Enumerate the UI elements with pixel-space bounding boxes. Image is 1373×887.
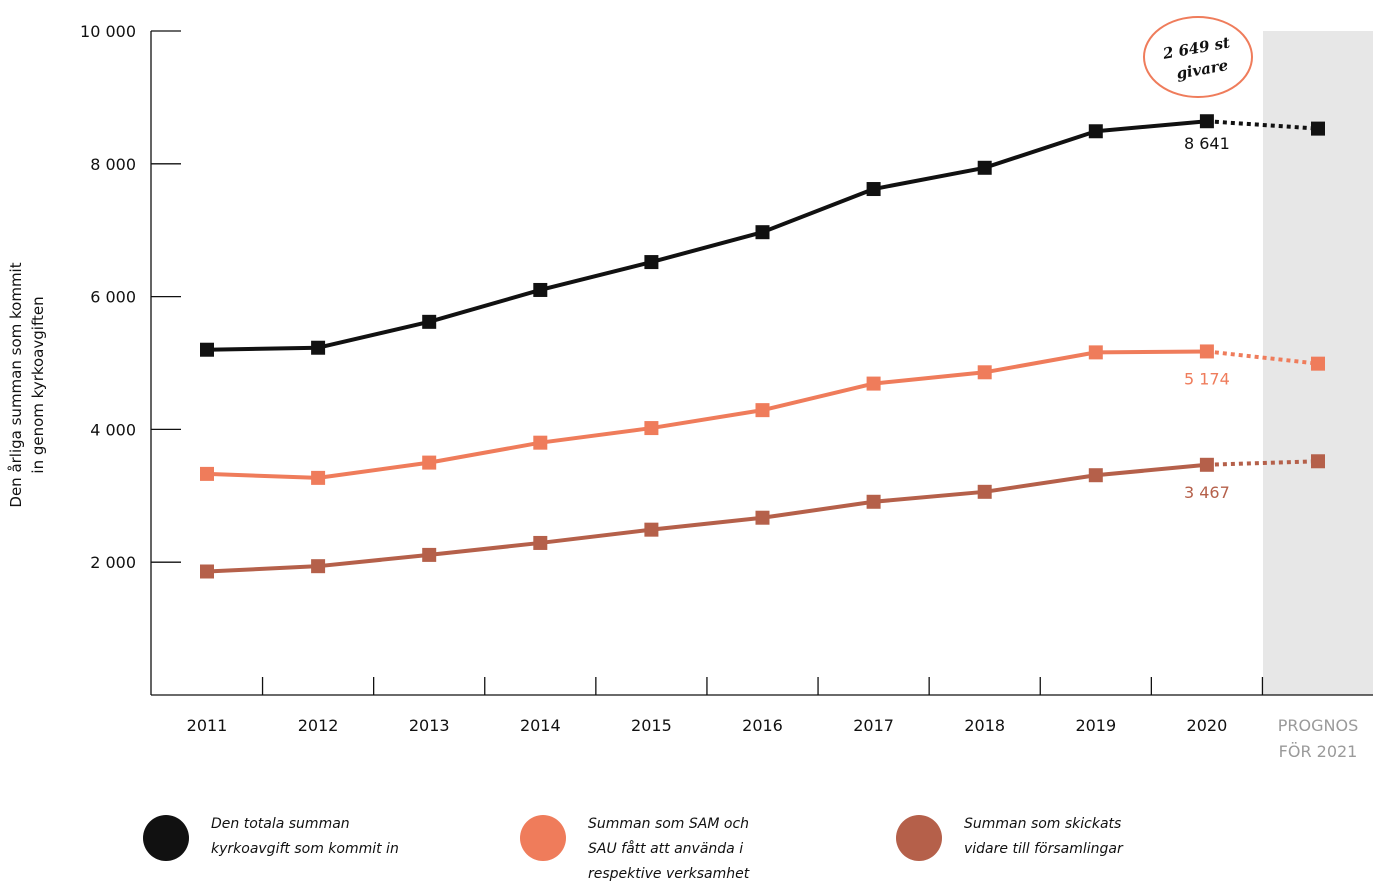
data-point [866,376,881,391]
data-point [311,340,326,355]
legend-label-total: Den totala summan kyrkoavgift som kommit… [211,816,399,857]
data-point [422,314,437,329]
legend-item-total: Den totala summan kyrkoavgift som kommit… [143,812,399,875]
legend-dot-sam-sau [520,815,566,861]
data-point [533,535,548,550]
data-point [1199,344,1214,359]
x-tick-label: 2019 [1075,716,1116,735]
data-label-2020: 8 641 [1184,134,1230,153]
x-tick-label: 2016 [742,716,783,735]
y-tick-label: 8 000 [90,155,136,174]
data-point [311,470,326,485]
data-point [1088,345,1103,360]
x-tick-label: 2018 [964,716,1005,735]
x-tick-label-forecast-line1: PROGNOS [1278,716,1358,735]
line-chart: 2 000 4 000 6 000 8 000 10 000 2011 2012 2013 20… [7,16,1373,761]
x-tick-label: 2017 [853,716,894,735]
data-label-2020: 5 174 [1184,369,1230,388]
data-point [977,365,992,380]
data-point [644,255,659,270]
series-forecast-line-2 [1206,459,1319,467]
data-point [1199,114,1214,129]
data-point [644,522,659,537]
y-axis-label-line1: Den årliga summan som kommit [7,262,25,507]
series-line-0 [206,119,1208,352]
x-tick-label: 2014 [520,716,561,735]
data-point [200,342,214,357]
data-point [977,484,992,499]
y-tick-label: 4 000 [90,420,136,439]
data-point [755,225,770,240]
data-point [644,421,659,436]
data-point [200,466,214,481]
data-point [200,564,214,579]
data-point [311,559,326,574]
legend-label-sam-sau: Summan som SAM och SAU fått att använda … [588,816,750,882]
x-tick-label: 2013 [409,716,450,735]
data-point [1311,454,1325,469]
data-point [533,282,548,297]
data-point [1088,468,1103,483]
data-point [533,435,548,450]
y-tick-label: 10 000 [80,22,136,41]
legend-item-sam-sau: Summan som SAM och SAU fått att använda … [520,812,749,882]
data-label-2020: 3 467 [1184,483,1230,502]
data-point [422,455,437,470]
x-tick-label-forecast-line2: FÖR 2021 [1279,742,1358,761]
data-point [866,182,881,197]
y-axis-label-line2: in genom kyrkoavgiften [29,296,47,473]
data-point [977,160,992,175]
y-tick-label: 6 000 [90,288,136,307]
data-point [1311,121,1325,136]
legend-dot-forsamlingar [896,815,942,861]
data-point [422,547,437,562]
legend-dot-total [143,815,189,861]
data-point [1199,457,1214,472]
data-point [1311,356,1325,371]
annotation-bubble [1143,16,1253,98]
x-tick-label: 2015 [631,716,672,735]
x-tick-label: 2012 [298,716,339,735]
series-forecast-line-1 [1206,349,1319,366]
series-line-2 [206,462,1208,574]
series-forecast-line-0 [1206,119,1319,131]
y-tick-label: 2 000 [90,553,136,572]
data-point [755,510,770,525]
legend-label-forsamlingar: Summan som skickats vidare till församli… [964,816,1123,857]
x-tick-label: 2020 [1187,716,1228,735]
data-point [755,403,770,418]
data-point [1088,124,1103,139]
data-point [866,494,881,509]
x-tick-label: 2011 [187,716,228,735]
legend-item-forsamlingar: Summan som skickats vidare till församli… [896,812,1123,875]
series-line-1 [206,349,1207,480]
